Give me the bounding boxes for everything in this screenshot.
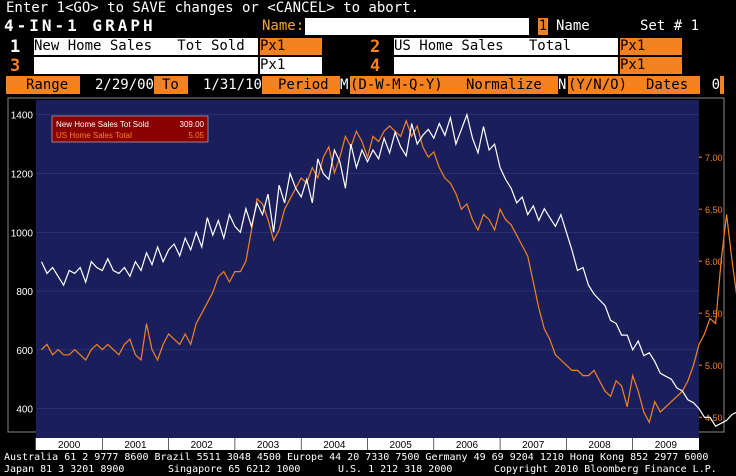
- footer-singapore: Singapore 65 6212 1000: [168, 464, 301, 475]
- x-category-label: 2004: [323, 440, 346, 450]
- x-category-label: 2008: [588, 440, 611, 450]
- footer-copyright: Copyright 2010 Bloomberg Finance L.P.: [494, 464, 717, 475]
- series-new-home-sales-line: [40, 112, 736, 427]
- footer-japan: Japan 81 3 3201 8900: [4, 464, 125, 475]
- y-right-tick-label: 6.00: [705, 257, 723, 267]
- legend-series-1-label: New Home Sales Tot Sold: [56, 120, 149, 129]
- y-left-tick-label: 1400: [11, 111, 34, 122]
- slot-1-number: 1: [10, 37, 21, 57]
- y-left-tick-label: 800: [16, 287, 33, 298]
- slot-1-field-input[interactable]: Px1: [260, 38, 322, 55]
- range-end-input[interactable]: 1/31/10: [188, 76, 262, 94]
- page-number-field[interactable]: 1: [538, 18, 548, 35]
- x-category-label: 2009: [655, 440, 678, 450]
- x-category-label: 2001: [124, 440, 147, 450]
- range-start-input[interactable]: 2/29/00: [80, 76, 154, 94]
- y-right-tick-label: 5.50: [705, 309, 723, 319]
- slot-2-field-input[interactable]: Px1: [620, 38, 682, 55]
- normalize-input[interactable]: N: [558, 76, 568, 94]
- slot-4-number: 4: [370, 56, 381, 76]
- name-label: Name:: [262, 18, 305, 34]
- slot-3-ticker-input[interactable]: [34, 57, 258, 74]
- period-label: Period: [278, 77, 329, 93]
- y-right-tick-label: 7.00: [705, 153, 723, 163]
- x-category-label: 2002: [191, 440, 214, 450]
- status-line: Enter 1<GO> to SAVE changes or <CANCEL> …: [6, 0, 420, 16]
- line-chart: 400 600 800 1000 1200 1400 4.50 5.00 5.50 6.00 6.…: [0, 96, 736, 450]
- app-title: 4-IN-1 GRAPH: [4, 16, 156, 35]
- page-name-label: Name: [556, 18, 590, 34]
- footer-contacts-line1: Australia 61 2 9777 8600 Brazil 5511 304…: [4, 452, 709, 463]
- y-right-tick-label: 4.50: [705, 413, 723, 423]
- footer-us: U.S. 1 212 318 2000: [338, 464, 453, 475]
- slot-4-field-input[interactable]: Px1: [620, 57, 682, 74]
- normalize-options: (Y/N/O): [568, 77, 628, 93]
- x-category-label: 2005: [390, 440, 413, 450]
- range-label: Range: [26, 77, 69, 93]
- x-category-label: 2007: [522, 440, 545, 450]
- legend-series-2-value: 5.05: [188, 131, 204, 140]
- dates-input[interactable]: 0: [700, 76, 720, 94]
- range-bar: [6, 76, 724, 94]
- plot-area: [36, 100, 699, 438]
- name-input[interactable]: [305, 18, 529, 35]
- y-left-tick-label: 1000: [11, 228, 34, 239]
- legend-series-1-value: 309.00: [180, 120, 205, 129]
- y-left-tick-label: 400: [16, 405, 33, 416]
- slot-2-ticker-input[interactable]: US Home Sales Total: [394, 38, 618, 55]
- slot-3-number: 3: [10, 56, 21, 76]
- slot-2-number: 2: [370, 37, 381, 57]
- set-label: Set # 1: [640, 18, 700, 34]
- dates-label: Dates: [646, 77, 689, 93]
- to-label: To: [162, 77, 179, 93]
- legend: New Home Sales Tot Sold 309.00 US Home S…: [51, 115, 209, 143]
- y-right-tick-label: 6.50: [705, 205, 723, 215]
- legend-series-2-label: US Home Sales Total: [56, 131, 132, 140]
- y-right-tick-label: 5.00: [705, 361, 723, 371]
- period-input[interactable]: M: [340, 76, 350, 94]
- y-left-tick-label: 1200: [11, 169, 34, 180]
- period-options: (D-W-M-Q-Y): [350, 77, 443, 93]
- x-category-label: 2006: [456, 440, 479, 450]
- normalize-label: Normalize: [466, 77, 542, 93]
- slot-3-field-input[interactable]: Px1: [260, 57, 322, 74]
- slot-1-ticker-input[interactable]: New Home Sales Tot Sold: [34, 38, 258, 55]
- slot-4-ticker-input[interactable]: [394, 57, 618, 74]
- x-category-label: 2003: [257, 440, 280, 450]
- x-category-label: 2000: [58, 440, 81, 450]
- y-left-tick-label: 600: [16, 346, 33, 357]
